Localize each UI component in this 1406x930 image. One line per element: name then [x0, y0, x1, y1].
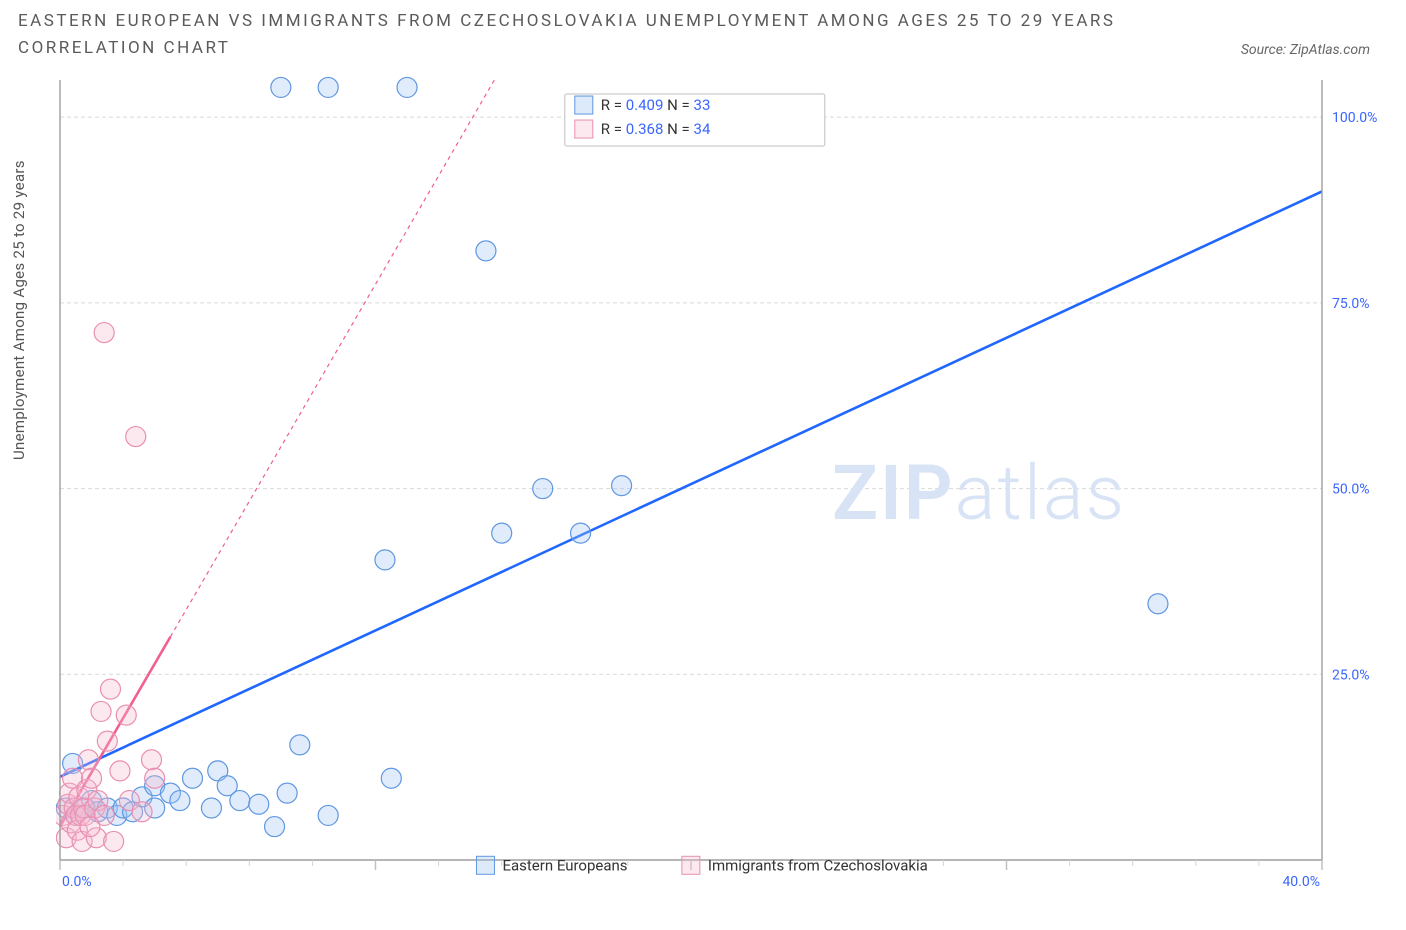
data-point — [277, 783, 297, 803]
chart-source: Source: ZipAtlas.com — [1241, 42, 1370, 58]
legend-stats: R = 0.409 N = 33 R = 0.368 N = 34 — [565, 94, 825, 146]
data-point — [145, 768, 165, 788]
data-point — [94, 323, 114, 343]
data-point — [104, 831, 124, 851]
chart-title: EASTERN EUROPEAN VS IMMIGRANTS FROM CZEC… — [18, 8, 1138, 62]
data-point — [492, 523, 512, 543]
data-point — [318, 805, 338, 825]
y-tick-label: 50.0% — [1332, 482, 1370, 498]
data-point — [126, 427, 146, 447]
x-tick-label: 0.0% — [62, 874, 92, 890]
x-tick-label: 40.0% — [1282, 874, 1320, 890]
data-point — [290, 735, 310, 755]
scatter-plot: ZIPatlas 0.0% 40.0% 25.0% 50.0% 75.0% 100.0% R … — [56, 76, 1394, 896]
data-point — [571, 523, 591, 543]
y-tick-label: 100.0% — [1332, 110, 1377, 126]
data-point — [80, 817, 100, 837]
data-point — [318, 77, 338, 97]
data-point — [533, 479, 553, 499]
data-point — [476, 241, 496, 261]
data-point — [183, 768, 203, 788]
svg-text:Immigrants from Czechoslovakia: Immigrants from Czechoslovakia — [708, 856, 928, 874]
svg-text:Eastern Europeans: Eastern Europeans — [502, 856, 627, 874]
data-point — [97, 731, 117, 751]
data-point — [397, 77, 417, 97]
data-point — [201, 798, 221, 818]
data-point — [91, 701, 111, 721]
data-point — [141, 750, 161, 770]
svg-text:R = 0.368 N = 34: R = 0.368 N = 34 — [601, 120, 711, 138]
y-tick-label: 25.0% — [1332, 667, 1370, 683]
data-point — [1148, 594, 1168, 614]
data-point — [381, 768, 401, 788]
data-point — [100, 679, 120, 699]
data-point — [249, 794, 269, 814]
data-point — [78, 750, 98, 770]
data-point — [612, 476, 632, 496]
data-point — [375, 550, 395, 570]
data-point — [132, 802, 152, 822]
data-point — [230, 791, 250, 811]
data-point — [82, 768, 102, 788]
svg-text:ZIPatlas: ZIPatlas — [832, 448, 1126, 538]
svg-text:R = 0.409 N = 33: R = 0.409 N = 33 — [601, 96, 711, 114]
watermark: ZIPatlas — [832, 448, 1126, 538]
data-point — [265, 817, 285, 837]
y-axis-label: Unemployment Among Ages 25 to 29 years — [10, 160, 28, 460]
data-point — [170, 791, 190, 811]
data-point — [271, 77, 291, 97]
data-point — [110, 761, 130, 781]
y-tick-label: 75.0% — [1332, 296, 1370, 312]
data-point — [116, 705, 136, 725]
